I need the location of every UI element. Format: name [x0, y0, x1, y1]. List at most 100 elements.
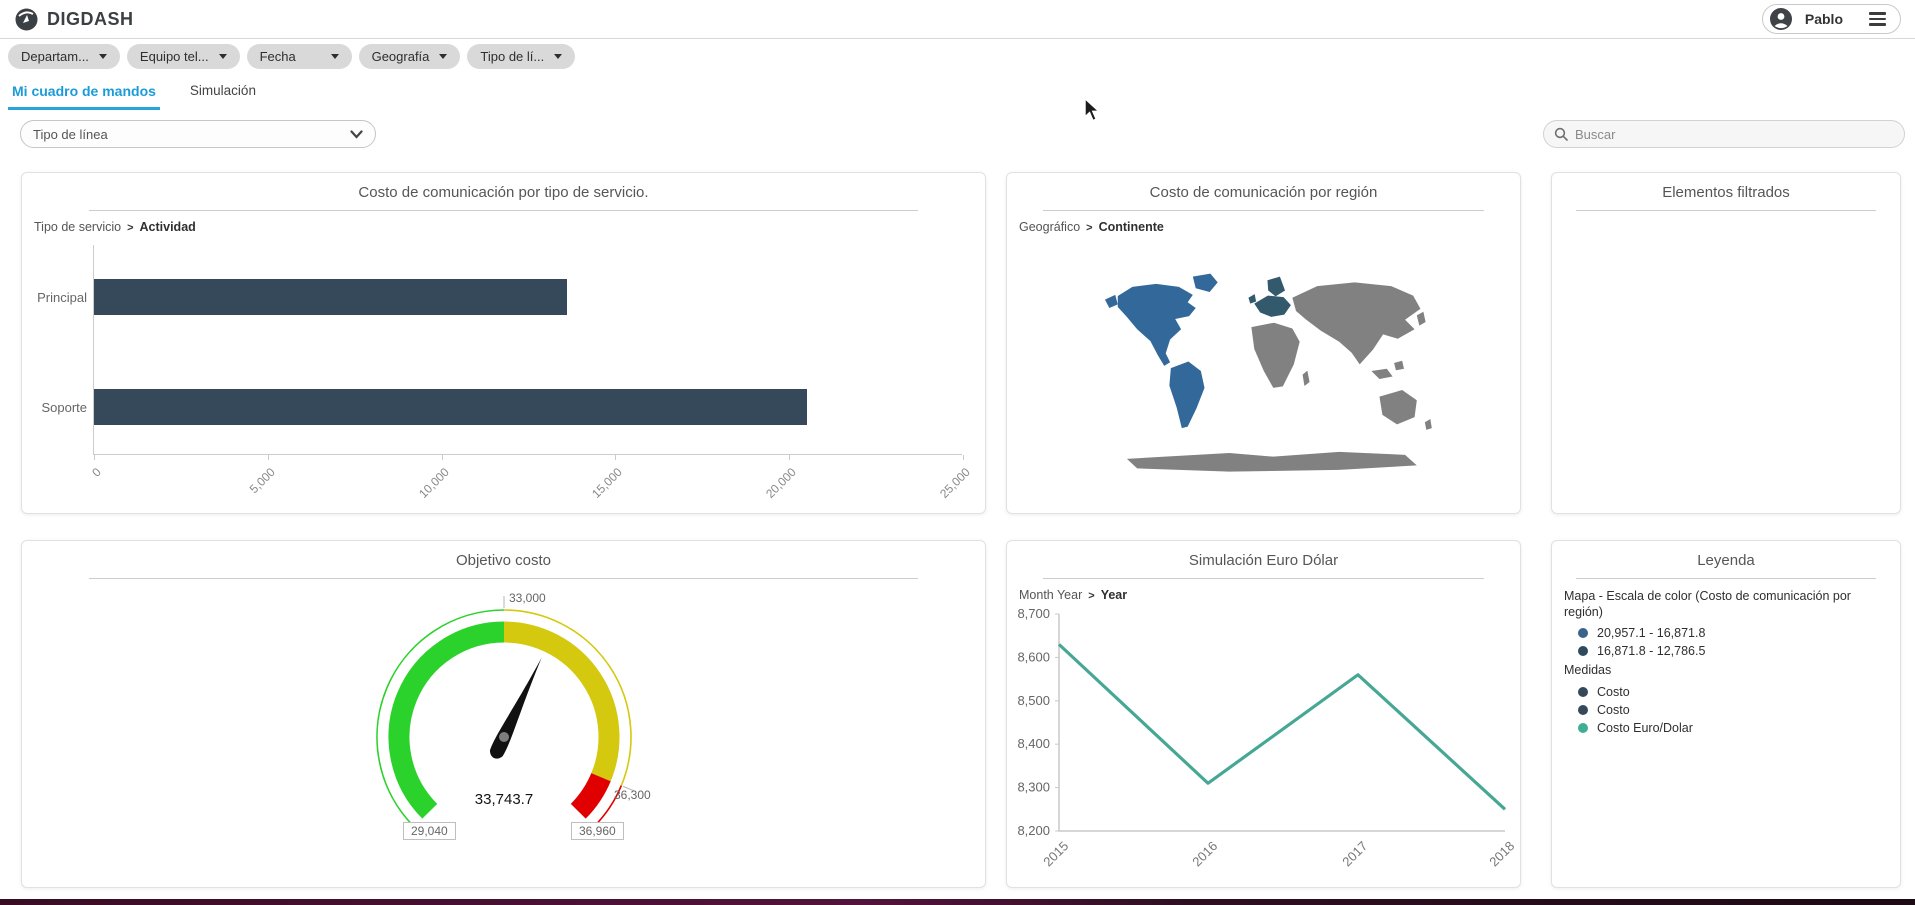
x-tick-label: 2017 — [1339, 838, 1370, 869]
panel-filtered-elements: Elementos filtrados — [1551, 172, 1901, 514]
gauge-needle — [489, 657, 542, 759]
breadcrumb[interactable]: Geográfico > Continente — [1019, 220, 1164, 234]
gauge-tick-high: 36,300 — [614, 788, 651, 802]
legend-item-label: 20,957.1 - 16,871.8 — [1597, 626, 1706, 641]
line-series-costo-euro-dolar[interactable] — [1057, 643, 1507, 811]
legend-scale-item[interactable]: 16,871.8 - 12,786.5 — [1564, 642, 1888, 660]
legend-measure-item[interactable]: Costo — [1564, 683, 1888, 701]
panel-cost-target: Objetivo costo 33,000 29,040 36,300 36,9… — [21, 540, 986, 888]
legend-measures-list: Costo Costo Costo Euro/Dolar — [1564, 683, 1888, 737]
legend-item-label: Costo — [1597, 684, 1630, 699]
x-tick-label: 2018 — [1486, 838, 1517, 869]
filter-pill-fecha[interactable]: Fecha — [246, 43, 352, 69]
x-axis-tick — [267, 455, 269, 460]
panel-title: Elementos filtrados — [1662, 184, 1790, 201]
filter-pill-equipotel[interactable]: Equipo tel... — [126, 43, 240, 69]
panel-title: Simulación Euro Dólar — [1188, 552, 1339, 569]
gauge-tick-max: 36,960 — [571, 822, 624, 840]
line-type-select[interactable]: Tipo de línea — [20, 120, 376, 148]
search-input[interactable]: Buscar — [1543, 120, 1905, 148]
x-tick-label: 2015 — [1040, 838, 1071, 869]
user-menu[interactable]: Pablo — [1761, 4, 1901, 34]
x-axis-tick-label: 5,000 — [246, 465, 278, 497]
bar-category-label: Principal — [37, 290, 87, 305]
x-axis-tick-label: 20,000 — [763, 465, 800, 501]
gauge-chart[interactable] — [334, 579, 674, 891]
legend-color-dot — [1578, 646, 1588, 657]
hamburger-menu-icon[interactable] — [1869, 12, 1886, 26]
world-map[interactable] — [1083, 261, 1449, 481]
chevron-down-icon — [350, 129, 363, 139]
legend-measure-item[interactable]: Costo — [1564, 701, 1888, 719]
continent-south-america — [1169, 361, 1205, 429]
top-bar: DIGDASH Pablo — [0, 0, 1915, 39]
title-divider — [89, 210, 918, 211]
breadcrumb[interactable]: Month Year > Year — [1019, 588, 1128, 602]
y-tick-label: 8,600 — [1017, 649, 1050, 664]
filter-pill-label: Fecha — [259, 48, 296, 64]
legend-color-dot — [1578, 722, 1588, 733]
search-icon — [1554, 127, 1568, 141]
legend-color-dot — [1578, 686, 1588, 697]
gauge-tick-mid: 33,000 — [509, 591, 546, 605]
y-tick-label: 8,500 — [1017, 693, 1050, 708]
breadcrumb[interactable]: Tipo de servicio > Actividad — [34, 220, 196, 234]
gauge-value: 33,743.7 — [474, 791, 534, 808]
line-chart[interactable]: 8,200 8,300 8,400 8,500 8,600 8,700 2015 2016 20… — [1007, 599, 1520, 887]
avatar-icon — [1769, 8, 1792, 30]
bar-soporte[interactable] — [94, 389, 807, 425]
x-axis-tick — [963, 455, 964, 460]
legend-measure-item[interactable]: Costo Euro/Dolar — [1564, 719, 1888, 737]
caret-down-icon — [330, 53, 339, 59]
continent-asia — [1292, 282, 1426, 380]
filter-pill-tipodel[interactable]: Tipo de lí... — [467, 43, 576, 69]
title-divider — [1576, 578, 1876, 579]
continent-antarctica — [1126, 451, 1417, 472]
gauge-tick-line — [622, 785, 635, 792]
bar-category-label: Soporte — [41, 400, 87, 415]
filter-pill-label: Tipo de lí... — [480, 48, 545, 64]
line-type-select-value: Tipo de línea — [33, 126, 108, 142]
app-logo: DIGDASH — [14, 7, 134, 32]
filter-pill-label: Geografía — [371, 48, 430, 64]
app-title: DIGDASH — [47, 8, 134, 29]
line-axes — [1058, 614, 1505, 832]
filter-pill-geografa[interactable]: Geografía — [358, 43, 461, 69]
panel-title: Leyenda — [1697, 552, 1755, 569]
gauge-arc — [570, 772, 611, 819]
filter-pill-label: Departam... — [21, 48, 89, 64]
legend-color-dot — [1578, 628, 1588, 639]
bar-principal[interactable] — [94, 279, 567, 315]
legend-color-dot — [1578, 704, 1588, 715]
legend-item-label: 16,871.8 - 12,786.5 — [1597, 644, 1706, 659]
tab-mi-cuadro-de-mandos[interactable]: Mi cuadro de mandos — [8, 74, 160, 110]
tab-simulación[interactable]: Simulación — [189, 83, 256, 98]
continent-africa — [1251, 322, 1310, 388]
x-axis-tick-label: 25,000 — [937, 465, 973, 501]
panel-title: Objetivo costo — [455, 552, 552, 569]
gauge-tick-min: 29,040 — [403, 822, 456, 840]
x-axis-tick-label: 10,000 — [415, 465, 452, 501]
title-divider — [1042, 210, 1485, 211]
continent-north-america — [1104, 283, 1196, 366]
continent-australia — [1379, 390, 1432, 430]
mouse-cursor — [1084, 98, 1100, 122]
gauge-hub — [499, 732, 509, 742]
title-divider — [1576, 210, 1876, 211]
panel-service-cost: Costo de comunicación por tipo de servic… — [21, 172, 986, 514]
legend-item-label: Costo Euro/Dolar — [1597, 720, 1693, 735]
filter-pill-departam[interactable]: Departam... — [8, 43, 120, 69]
panel-euro-dollar: Simulación Euro Dólar Month Year > Year 8,… — [1006, 540, 1521, 888]
x-axis-tick-label: 15,000 — [589, 465, 626, 501]
x-axis-tick — [441, 455, 443, 460]
y-tick-label: 8,300 — [1017, 780, 1050, 795]
filter-bar: Departam... Equipo tel... Fecha Geografía Ti… — [0, 40, 1915, 72]
gauge-arc — [376, 609, 505, 828]
dashboard-tabs: Mi cuadro de mandos Simulación — [8, 74, 260, 110]
legend-scale-item[interactable]: 20,957.1 - 16,871.8 — [1564, 624, 1888, 642]
legend-scale-list: 20,957.1 - 16,871.8 16,871.8 - 12,786.5 — [1564, 624, 1888, 660]
y-tick-label: 8,400 — [1017, 736, 1050, 751]
legend-item-label: Costo — [1597, 702, 1630, 717]
panel-region-cost: Costo de comunicación por región Geográf… — [1006, 172, 1521, 514]
panel-title: Costo de comunicación por región — [1149, 184, 1378, 201]
